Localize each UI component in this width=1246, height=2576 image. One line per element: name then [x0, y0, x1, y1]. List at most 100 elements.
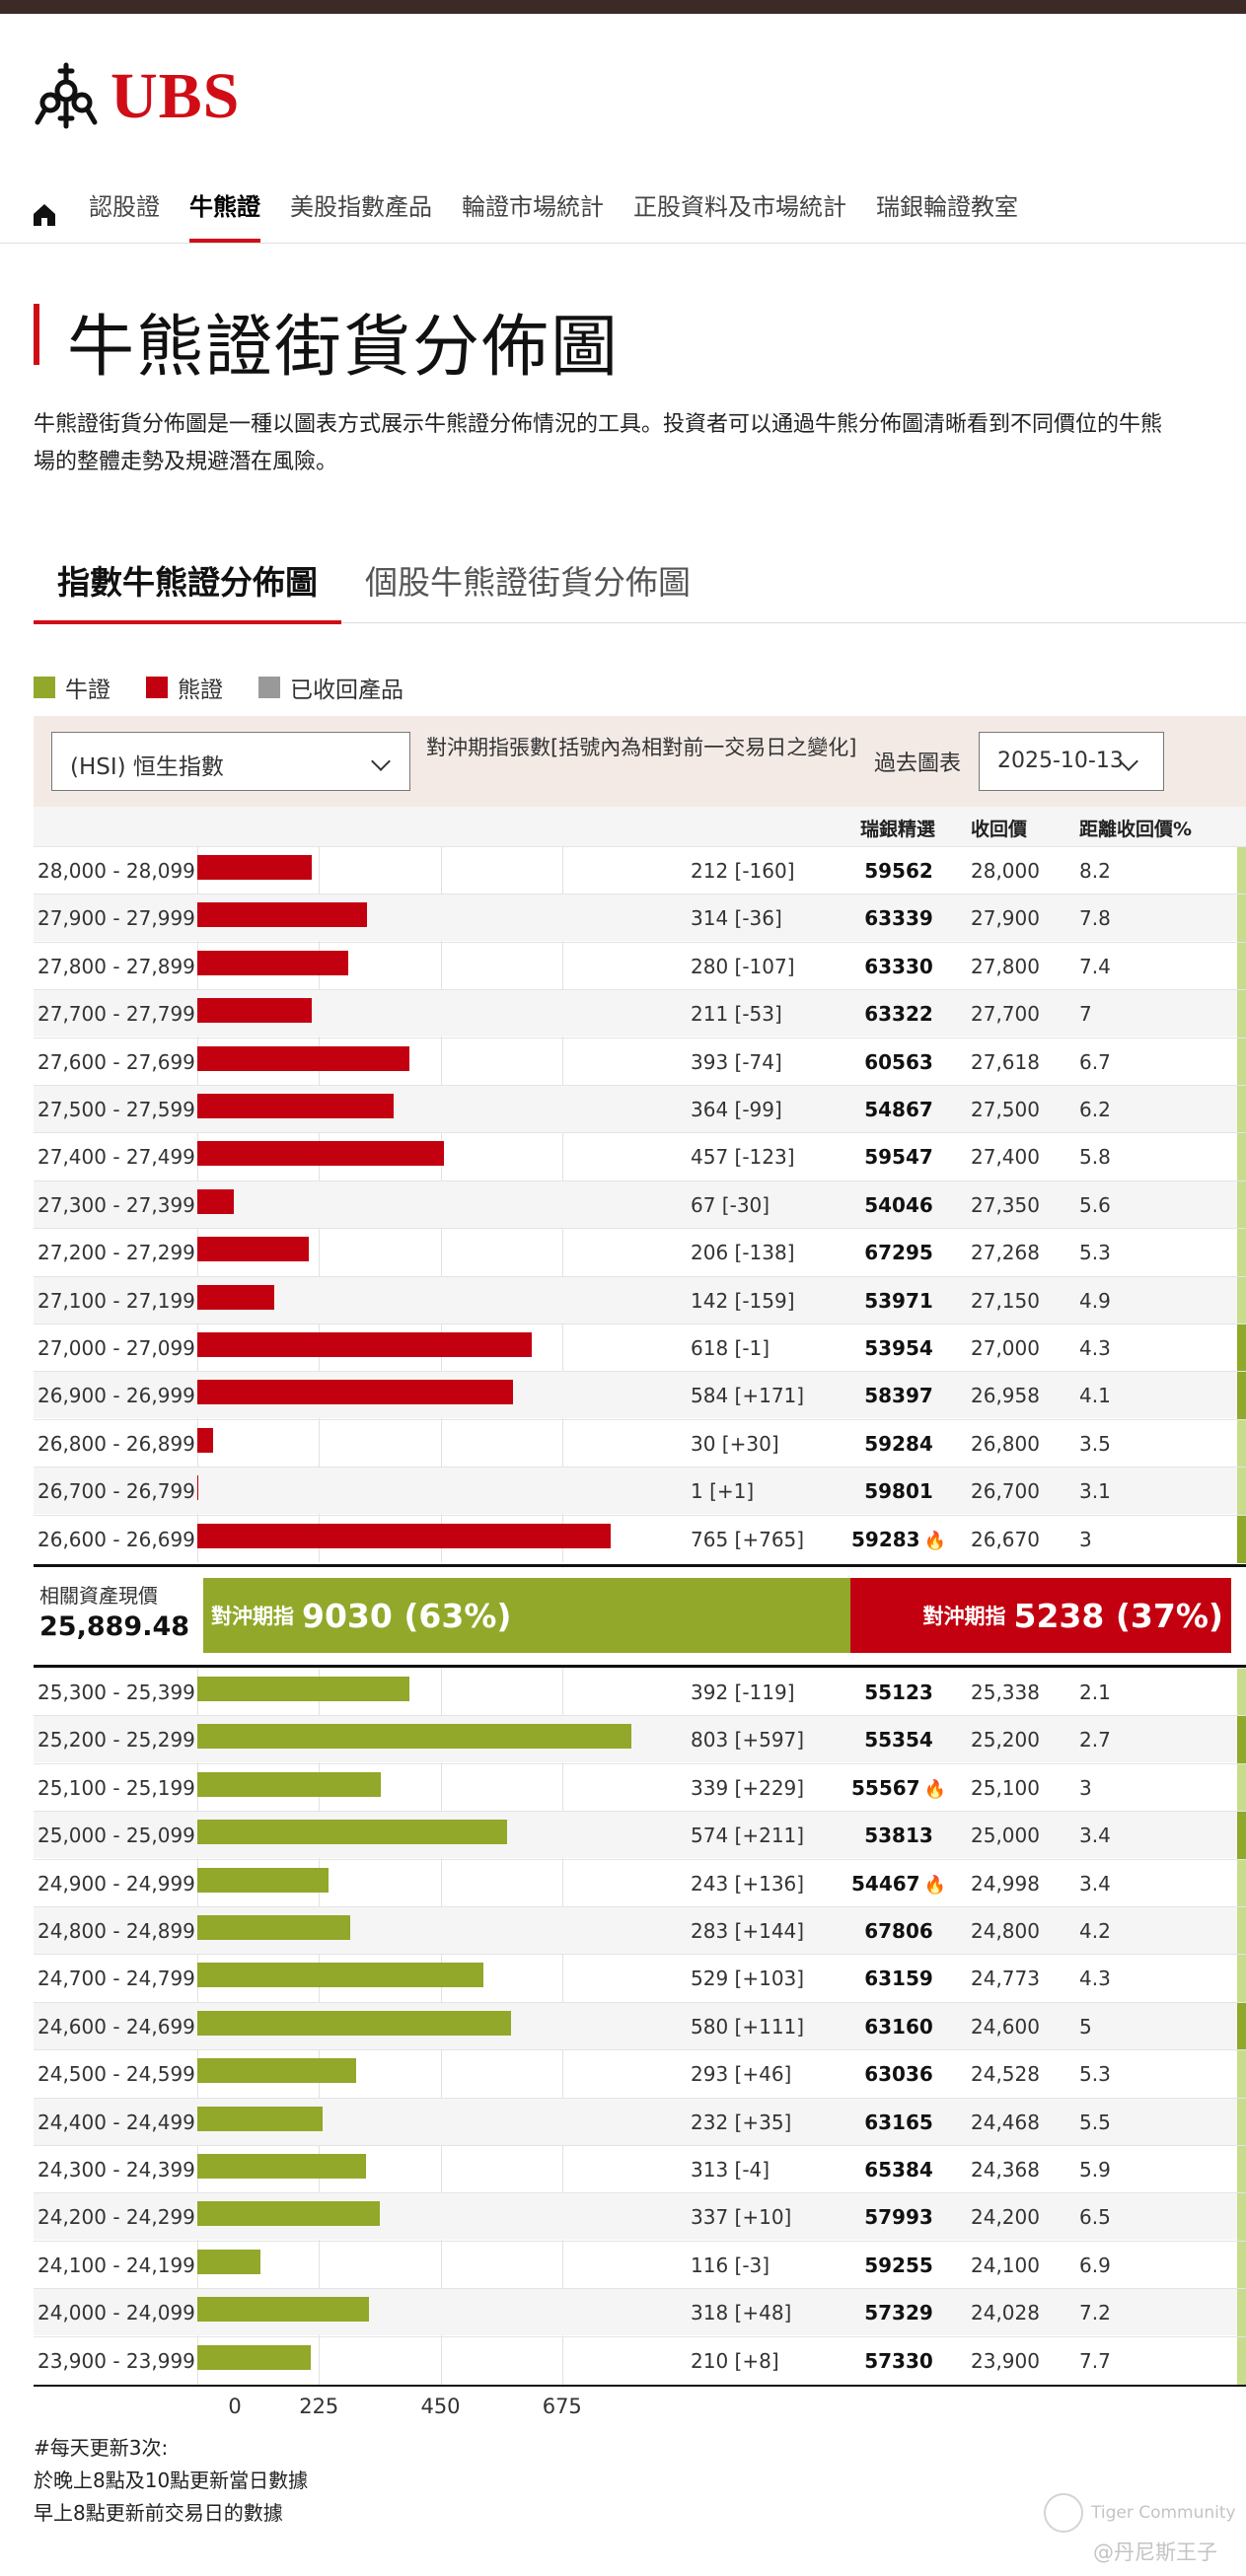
index-select-value: (HSI) 恒生指數 [70, 754, 224, 780]
range-label: 26,800 - 26,899 [37, 1431, 195, 1456]
cbbc-code-link[interactable]: 57329 [825, 2301, 973, 2325]
cbbc-code-link[interactable]: 60563 [825, 1050, 973, 1074]
range-label: 24,400 - 24,499 [37, 2110, 195, 2134]
call-price: 26,800 [971, 1431, 1040, 1456]
row-edge-marker [1237, 1763, 1246, 1812]
table-row: 26,600 - 26,699 765 [+765] 59283 🔥 26,670 3 [34, 1514, 1246, 1563]
bear-bar [197, 902, 367, 928]
cbbc-code-link[interactable]: 59801 [825, 1479, 973, 1503]
cbbc-code-link[interactable]: 59284 [825, 1432, 973, 1456]
call-price: 27,800 [971, 954, 1040, 978]
cbbc-code-link[interactable]: 54867 [825, 1098, 973, 1121]
row-edge-marker [1237, 1086, 1246, 1133]
tab-index-cbbc[interactable]: 指數牛熊證分佈圖 [34, 533, 341, 624]
distance-pct: 3 [1079, 1775, 1092, 1800]
nav-item-market-stats[interactable]: 輪證市場統計 [462, 193, 604, 221]
hedge-count: 211 [-53] [691, 1002, 782, 1027]
cbbc-code-link[interactable]: 57330 [825, 2349, 973, 2373]
cbbc-code-link[interactable]: 65384 [825, 2158, 973, 2182]
cbbc-code-link[interactable]: 63160 [825, 2015, 973, 2039]
cbbc-code-link[interactable]: 54467 🔥 [825, 1872, 973, 1896]
cbbc-code-link[interactable]: 55123 [825, 1681, 973, 1704]
cbbc-code-link[interactable]: 63159 [825, 1967, 973, 1990]
hedge-count: 618 [-1] [691, 1336, 770, 1360]
distance-pct: 4.2 [1079, 1919, 1111, 1943]
cbbc-code-link[interactable]: 59547 [825, 1145, 973, 1169]
cbbc-code-link[interactable]: 63322 [825, 1002, 973, 1026]
cbbc-code-link[interactable]: 63036 [825, 2062, 973, 2086]
table-row: 24,300 - 24,399 313 [-4] 65384 24,368 5.9 [34, 2145, 1246, 2193]
tab-stock-cbbc[interactable]: 個股牛熊證街貨分佈圖 [365, 563, 691, 602]
call-price: 25,000 [971, 1824, 1040, 1848]
cbbc-code-link[interactable]: 67295 [825, 1241, 973, 1264]
distance-pct: 2.7 [1079, 1728, 1111, 1753]
distance-pct: 4.3 [1079, 1336, 1111, 1360]
distance-pct: 3.5 [1079, 1431, 1111, 1456]
cbbc-code: 53954 [864, 1336, 933, 1360]
row-edge-marker [1237, 1467, 1246, 1516]
date-select[interactable]: 2025-10-13 [979, 732, 1164, 791]
cbbc-code-link[interactable]: 63165 [825, 2111, 973, 2134]
call-price: 27,900 [971, 906, 1040, 931]
cbbc-code-link[interactable]: 59283 🔥 [825, 1528, 973, 1551]
call-price: 28,000 [971, 859, 1040, 883]
cbbc-code-link[interactable]: 55354 [825, 1728, 973, 1752]
cbbc-code: 54046 [864, 1192, 933, 1217]
bull-bar [197, 1820, 508, 1845]
legend-called-label: 已收回產品 [290, 678, 403, 703]
cbbc-code-link[interactable]: 57993 [825, 2205, 973, 2229]
hedge-count: 243 [+136] [691, 1871, 805, 1896]
hedge-count: 116 [-3] [691, 2253, 770, 2277]
x-tick-label: 675 [542, 2395, 582, 2418]
cbbc-code-link[interactable]: 53954 [825, 1336, 973, 1360]
cbbc-code-link[interactable]: 53813 [825, 1824, 973, 1847]
cbbc-code-link[interactable]: 55567 🔥 [825, 1776, 973, 1800]
distance-pct: 7.4 [1079, 954, 1111, 978]
page-title: 牛熊證街貨分佈圖 [67, 309, 621, 387]
cbbc-code: 55567 [850, 1775, 920, 1800]
call-price: 24,028 [971, 2301, 1040, 2326]
cbbc-code-link[interactable]: 59255 [825, 2254, 973, 2277]
nav-item-us-index[interactable]: 美股指數產品 [290, 193, 432, 221]
cbbc-code-link[interactable]: 53971 [825, 1289, 973, 1313]
past-chart-label: 過去圖表 [874, 751, 962, 776]
cbbc-code-link[interactable]: 63330 [825, 955, 973, 978]
title-accent-bar [34, 304, 39, 365]
chart-legend: 牛證 熊證 已收回產品 [34, 671, 439, 704]
chevron-down-icon [371, 751, 391, 771]
hedge-count: 67 [-30] [691, 1192, 770, 1217]
update-notes: #每天更新3次: 於晚上8點及10點更新當日數據 早上8點更新前交易日的數據 [34, 2432, 308, 2530]
cbbc-code: 54467 [850, 1871, 920, 1896]
hedge-count: 283 [+144] [691, 1919, 805, 1943]
nav-item-warrants[interactable]: 認股證 [89, 193, 160, 221]
ubs-logo[interactable]: UBS [32, 59, 240, 134]
range-label: 24,000 - 24,099 [37, 2301, 195, 2326]
nav-item-stock-data[interactable]: 正股資料及市場統計 [633, 193, 846, 221]
hedge-count: 529 [+103] [691, 1967, 805, 1991]
table-row: 26,800 - 26,899 30 [+30] 59284 26,800 3.5 [34, 1418, 1246, 1467]
row-edge-marker [1237, 1419, 1246, 1467]
cbbc-code-link[interactable]: 59562 [825, 859, 973, 883]
index-select[interactable]: (HSI) 恒生指數 [51, 732, 410, 791]
row-edge-marker [1237, 2050, 1246, 2099]
bull-bar [197, 2058, 356, 2084]
cbbc-code-link[interactable]: 54046 [825, 1193, 973, 1217]
cbbc-code: 63330 [864, 954, 933, 978]
nav-item-cbbc[interactable]: 牛熊證 [189, 187, 260, 243]
table-row: 28,000 - 28,099 212 [-160] 59562 28,000 8.2 [34, 846, 1246, 894]
range-label: 26,900 - 26,999 [37, 1384, 195, 1408]
distance-pct: 8.2 [1079, 859, 1111, 883]
call-price: 27,400 [971, 1145, 1040, 1170]
nav-item-education[interactable]: 瑞銀輪證教室 [876, 193, 1018, 221]
distance-pct: 6.2 [1079, 1098, 1111, 1121]
range-label: 27,500 - 27,599 [37, 1098, 195, 1121]
bear-bar [197, 1427, 214, 1453]
home-icon[interactable] [32, 202, 57, 228]
cbbc-code-link[interactable]: 67806 [825, 1919, 973, 1943]
bear-bar [197, 1284, 274, 1310]
cbbc-code-link[interactable]: 58397 [825, 1384, 973, 1407]
cbbc-code-link[interactable]: 63339 [825, 906, 973, 930]
row-edge-marker [1237, 1229, 1246, 1277]
intro-text: 牛熊證街貨分佈圖是一種以圖表方式展示牛熊證分佈情況的工具。投資者可以通過牛熊分佈… [34, 406, 1246, 481]
row-edge-marker [1237, 1907, 1246, 1955]
